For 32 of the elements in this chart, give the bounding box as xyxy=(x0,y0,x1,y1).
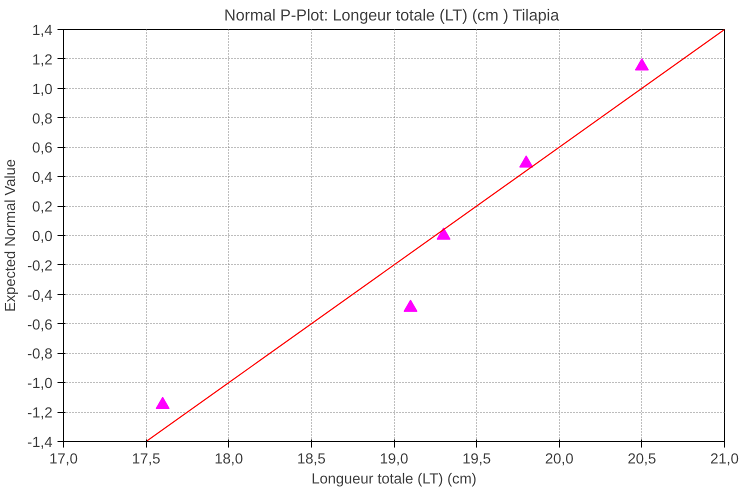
y-tick-label: 0,2 xyxy=(32,200,52,216)
y-tick-label: -1,2 xyxy=(27,406,53,422)
point xyxy=(156,396,170,409)
y-tick-label: -0,8 xyxy=(27,346,53,363)
y-tick-label: -0,4 xyxy=(27,288,53,304)
y-tick-label: -0,2 xyxy=(27,258,53,274)
point xyxy=(519,155,534,168)
y-tick-label: 0,0 xyxy=(32,229,52,245)
y-tick-label: 1,0 xyxy=(32,82,52,98)
x-tick-label: 17,5 xyxy=(132,452,160,468)
x-tick-label: 20,5 xyxy=(628,452,656,468)
y-axis-title: Expected Normal Value xyxy=(3,159,20,312)
x-tick-label: 19,0 xyxy=(380,452,408,468)
y-tick-label: -1,0 xyxy=(27,376,53,392)
y-tick-label: 0,4 xyxy=(32,170,52,186)
x-tick-label: 21,0 xyxy=(710,452,739,468)
point xyxy=(436,227,451,240)
x-tick-label: 18,5 xyxy=(297,452,326,468)
y-tick-label: 0,8 xyxy=(32,111,52,128)
chart-title: Normal P-Plot: Longeur totale (LT) (cm ) Tilapia xyxy=(224,8,560,24)
point xyxy=(404,300,418,312)
y-tick-label: 0,6 xyxy=(32,140,52,157)
x-tick-label: 20,0 xyxy=(544,452,574,468)
x-tick-label: 18,0 xyxy=(214,452,244,468)
x-tick-label: 17,0 xyxy=(49,452,78,468)
y-tick-label: 1,2 xyxy=(32,52,52,68)
y-tick-label: 1,4 xyxy=(32,23,52,39)
point xyxy=(634,58,649,71)
x-axis-title: Longueur totale (LT) (cm) xyxy=(311,472,477,488)
x-tick-label: 19,5 xyxy=(462,452,491,468)
y-tick-label: -0,6 xyxy=(27,317,53,334)
y-tick-label: -1,4 xyxy=(27,435,53,451)
